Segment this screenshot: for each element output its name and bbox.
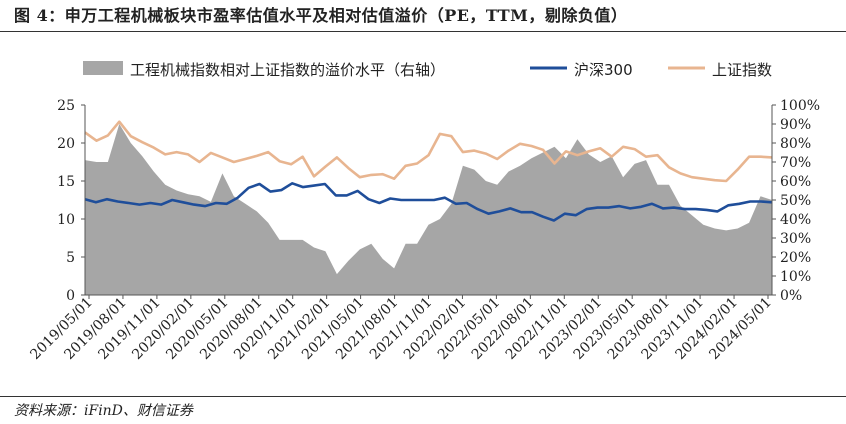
y-left-tick-label: 0 [66, 288, 75, 304]
legend-label-premium: 工程机械指数相对上证指数的溢价水平（右轴） [130, 61, 445, 79]
title-rule [0, 31, 846, 32]
y-right-tick-label: 100% [780, 98, 820, 114]
series-line-hs300 [84, 182, 773, 222]
plot-area: 0 5 10 15 20 25 0% 10% 20% 30% 40% 50% 60% 70% 80% 90% 1… [27, 98, 820, 363]
y-left-tick-label: 20 [57, 136, 75, 152]
y-right-tick-label: 20% [780, 250, 811, 266]
y-left-tick-label: 15 [57, 174, 75, 190]
y-right-tick-label: 70% [780, 155, 811, 171]
legend-label-sse: 上证指数 [712, 61, 772, 79]
source-note: 资料来源：iFinD、财信证券 [14, 403, 193, 419]
y-left-tick-label: 10 [57, 212, 75, 228]
source-rule [0, 396, 846, 397]
series-area-premium [85, 124, 772, 295]
legend-swatch-premium [83, 61, 123, 75]
y-right-tick-label: 80% [780, 136, 811, 152]
legend: 工程机械指数相对上证指数的溢价水平（右轴） 沪深300 上证指数 [83, 61, 772, 79]
chart-title: 图 4：申万工程机械板块市盈率估值水平及相对估值溢价（PE，TTM，剔除负值） [14, 6, 628, 25]
y-left-tick-label: 5 [66, 250, 75, 266]
y-right-tick-label: 40% [780, 212, 811, 228]
legend-label-hs300: 沪深300 [574, 61, 633, 79]
y-right-tick-label: 30% [780, 231, 811, 247]
y-right-tick-label: 0% [780, 288, 802, 304]
y-right-tick-label: 50% [780, 193, 811, 209]
series-line-sse [84, 120, 773, 183]
y-right-tick-label: 10% [780, 269, 811, 285]
y-right-tick-label: 60% [780, 174, 811, 190]
y-left-tick-label: 25 [57, 98, 75, 114]
y-right-tick-label: 90% [780, 117, 811, 133]
